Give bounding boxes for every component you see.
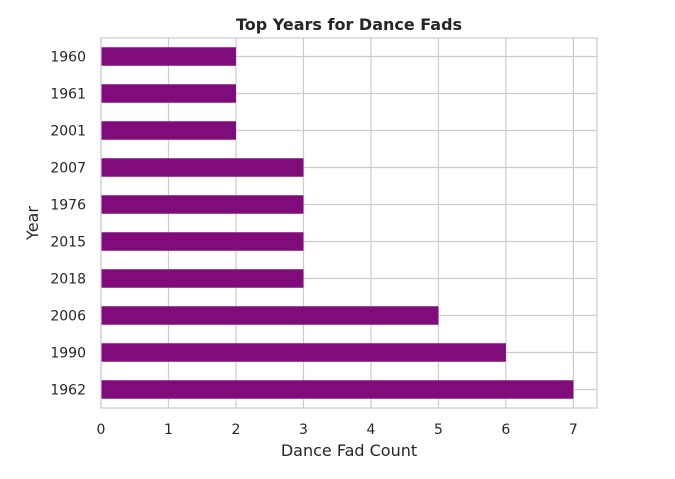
x-axis-label: Dance Fad Count [281, 441, 417, 460]
bar-1990 [101, 343, 506, 362]
bar-2006 [101, 306, 439, 325]
y-tick-label: 2007 [50, 161, 86, 177]
y-tick-labels: 1960 1961 2001 2007 1976 2015 2018 2006 1990 1962 [50, 50, 86, 399]
y-tick-label: 1962 [50, 383, 86, 399]
bar-1976 [101, 195, 304, 214]
bar-1961 [101, 84, 236, 103]
chart-title: Top Years for Dance Fads [236, 15, 462, 34]
y-tick-label: 2018 [50, 272, 86, 288]
x-tick-label: 5 [434, 422, 443, 438]
bar-2015 [101, 232, 304, 251]
bar-2018 [101, 269, 304, 288]
x-tick-label: 7 [569, 422, 578, 438]
x-tick-label: 6 [501, 422, 510, 438]
y-axis-label: Year [23, 206, 42, 241]
x-tick-label: 1 [164, 422, 173, 438]
y-tick-label: 2006 [50, 309, 86, 325]
y-tick-label: 1960 [50, 50, 86, 66]
x-tick-label: 4 [366, 422, 375, 438]
bar-1960 [101, 47, 236, 66]
y-tick-label: 2001 [50, 124, 86, 140]
x-tick-labels: 0 1 2 3 4 5 6 7 [97, 422, 578, 438]
x-tick-label: 3 [299, 422, 308, 438]
bar-1962 [101, 380, 574, 399]
bars [101, 47, 574, 399]
y-tick-label: 1961 [50, 87, 86, 103]
y-tick-label: 2015 [50, 235, 86, 251]
bar-2001 [101, 121, 236, 140]
y-tick-label: 1976 [50, 198, 86, 214]
bar-2007 [101, 158, 304, 177]
y-tick-label: 1990 [50, 346, 86, 362]
plot-frame [100, 37, 598, 409]
x-tick-label: 2 [232, 422, 241, 438]
x-tick-label: 0 [97, 422, 106, 438]
